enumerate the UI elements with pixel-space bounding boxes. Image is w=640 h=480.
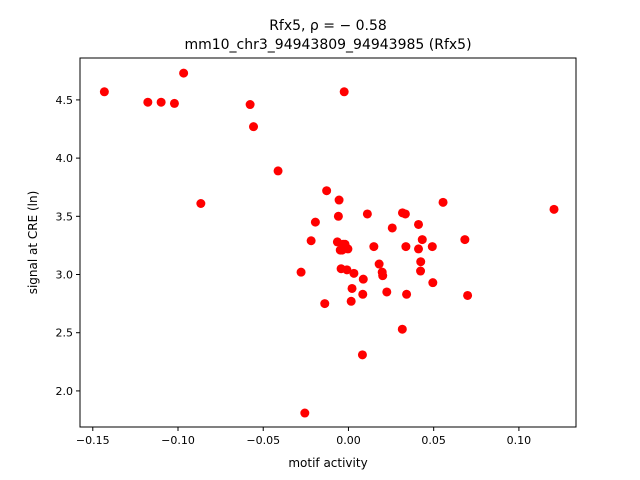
data-point <box>249 122 259 132</box>
data-point <box>169 98 179 108</box>
data-point <box>310 217 320 227</box>
x-tick-label: 0.05 <box>421 434 446 447</box>
x-tick-label: −0.05 <box>246 434 280 447</box>
data-point <box>369 242 379 252</box>
y-tick-label: 2.0 <box>56 385 74 398</box>
chart-title-line2: mm10_chr3_94943809_94943985 (Rfx5) <box>184 37 471 53</box>
x-tick-label: 0.00 <box>336 434 361 447</box>
data-point <box>414 219 424 229</box>
data-point <box>339 87 349 97</box>
data-point <box>306 236 316 246</box>
data-point <box>397 324 407 334</box>
data-point <box>427 242 437 252</box>
data-point <box>333 211 343 221</box>
data-point <box>463 290 473 300</box>
data-point <box>362 209 372 219</box>
y-tick-label: 3.0 <box>56 269 74 282</box>
data-point <box>416 266 426 276</box>
data-point <box>320 299 330 309</box>
data-point <box>196 199 206 208</box>
y-tick-label: 2.5 <box>56 327 74 340</box>
x-tick-label: 0.10 <box>507 434 532 447</box>
y-tick-label: 3.5 <box>56 210 74 223</box>
data-point <box>378 271 388 281</box>
data-point <box>273 166 283 176</box>
data-point <box>99 87 109 97</box>
data-point <box>400 209 410 219</box>
data-point <box>416 257 426 267</box>
data-point <box>438 197 448 207</box>
data-point <box>334 195 344 205</box>
data-point <box>387 223 397 233</box>
data-point <box>346 296 356 306</box>
data-point <box>143 97 153 107</box>
data-point <box>300 408 310 418</box>
plot-frame <box>79 57 577 428</box>
data-point <box>245 100 255 110</box>
data-point <box>428 278 438 288</box>
data-point <box>401 242 411 252</box>
y-tick-label: 4.5 <box>56 94 74 107</box>
data-point <box>358 274 368 284</box>
data-point <box>414 244 424 254</box>
chart-title-line1: Rfx5, ρ = − 0.58 <box>269 18 387 34</box>
data-point <box>417 235 427 245</box>
data-point <box>343 244 353 254</box>
y-tick-label: 4.0 <box>56 152 74 165</box>
data-point <box>382 287 392 297</box>
x-axis-label: motif activity <box>288 456 367 470</box>
data-point <box>296 267 306 277</box>
y-axis-label: signal at CRE (ln) <box>26 191 40 295</box>
data-point <box>347 283 357 293</box>
data-point <box>549 204 559 214</box>
data-point <box>460 235 470 245</box>
data-point <box>322 186 332 196</box>
y-axis-ticks: 2.0 2.5 3.0 3.5 4.0 4.5 <box>56 94 80 398</box>
data-point <box>357 350 367 360</box>
x-axis-ticks: −0.15 −0.10 −0.05 0.00 0.05 0.10 <box>76 427 531 447</box>
data-point <box>342 265 352 275</box>
data-point <box>402 289 412 299</box>
x-tick-label: −0.15 <box>76 434 110 447</box>
data-point <box>358 289 368 299</box>
data-point <box>156 97 166 107</box>
x-tick-label: −0.10 <box>161 434 195 447</box>
data-point <box>179 68 189 78</box>
data-point <box>349 268 359 278</box>
data-point <box>374 259 384 269</box>
data-points <box>99 68 559 418</box>
